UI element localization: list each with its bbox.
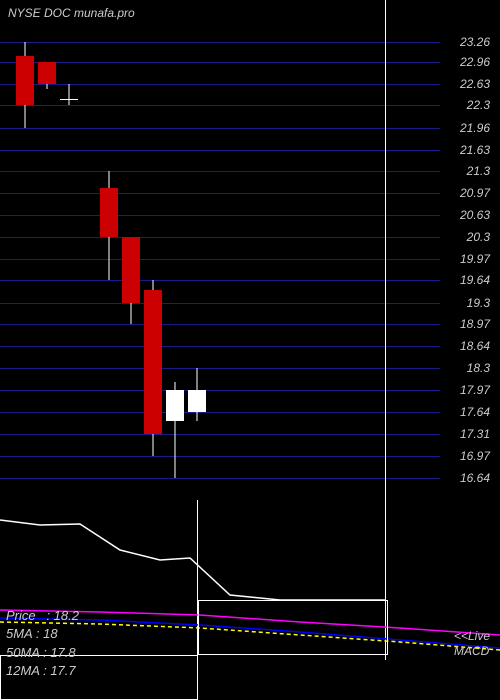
candle [38,0,56,700]
grid-label: 18.97 [460,317,490,331]
candle [60,0,78,700]
grid-label: 19.64 [460,273,490,287]
grid-label: 16.64 [460,471,490,485]
grid-label: 21.3 [467,164,490,178]
candle [144,0,162,700]
info-price: Price : 18.2 [6,607,79,625]
grid-label: 18.64 [460,339,490,353]
macd-label: <<Live MACD [454,629,490,660]
info-5ma: 5MA : 18 [6,625,79,643]
grid-label: 20.97 [460,186,490,200]
info-50ma: 50MA : 17.8 [6,644,79,662]
grid-label: 21.63 [460,143,490,157]
chart-title: NYSE DOC munafa.pro [8,6,135,20]
grid-label: 20.63 [460,208,490,222]
stats-rectangle [198,600,388,655]
macd-text: MACD [454,644,490,660]
price-info-box: Price : 18.2 5MA : 18 50MA : 17.8 12MA :… [6,607,79,680]
candle [122,0,140,700]
grid-label: 19.3 [467,296,490,310]
cursor-vertical-line [385,0,386,660]
grid-label: 21.96 [460,121,490,135]
info-12ma: 12MA : 17.7 [6,662,79,680]
grid-label: 18.3 [467,361,490,375]
grid-label: 22.63 [460,77,490,91]
grid-label: 23.26 [460,35,490,49]
grid-label: 17.31 [460,427,490,441]
grid-label: 20.3 [467,230,490,244]
grid-label: 22.3 [467,98,490,112]
grid-label: 22.96 [460,55,490,69]
candle [166,0,184,700]
grid-label: 19.97 [460,252,490,266]
grid-label: 16.97 [460,449,490,463]
stock-chart: NYSE DOC munafa.pro 23.26 22.96 22.63 22.3 2… [0,0,500,700]
macd-live-text: <<Live [454,629,490,645]
candle [16,0,34,700]
grid-label: 17.97 [460,383,490,397]
grid-label: 17.64 [460,405,490,419]
candle [100,0,118,700]
